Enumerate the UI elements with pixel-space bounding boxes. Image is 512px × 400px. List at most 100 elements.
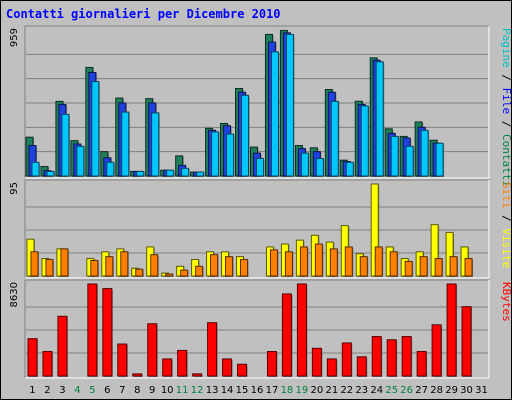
bar-kbytes-23	[356, 356, 368, 377]
bar-siti-6	[105, 256, 114, 277]
bar-kbytes-13	[207, 322, 218, 377]
x-tick-label: 14	[221, 385, 234, 396]
bar-kbytes-28	[431, 324, 443, 377]
x-tick-label: 15	[236, 385, 249, 396]
legend-entry: Contatti	[500, 134, 512, 187]
x-tick-label: 21	[325, 385, 338, 396]
bar-siti-3	[60, 248, 69, 277]
bar-pagine-5	[91, 81, 100, 177]
bar-pagine-26	[405, 145, 415, 177]
legend-entry: /	[500, 68, 512, 88]
bar-siti-2	[45, 259, 54, 277]
x-tick-label: 4	[74, 385, 80, 396]
x-tick-label: 8	[134, 385, 140, 396]
bar-siti-19	[299, 246, 309, 277]
bar-kbytes-1	[27, 338, 38, 377]
bar-pagine-18	[285, 33, 295, 178]
bar-pagine-19	[300, 152, 310, 177]
legend-entry: Siti	[500, 182, 512, 209]
bar-siti-20	[314, 243, 324, 277]
panel-mid: 95 Siti / Visite	[9, 179, 512, 279]
bar-pagine-15	[241, 94, 250, 177]
bar-siti-26	[404, 260, 414, 277]
bar-kbytes-26	[401, 336, 413, 377]
bar-kbytes-6	[102, 288, 113, 377]
x-tick-label: 30	[460, 385, 473, 396]
legend-entry: File	[500, 88, 512, 115]
bar-pagine-14	[226, 133, 235, 177]
bar-pagine-4	[76, 145, 85, 177]
x-tick-label: 9	[149, 385, 155, 396]
legend-entry: Pagine	[500, 28, 512, 68]
legend-entry: /	[500, 209, 512, 229]
bar-kbytes-7	[117, 343, 128, 377]
bar-siti-18	[284, 251, 294, 277]
bar-pagine-16	[256, 157, 265, 177]
bar-pagine-9	[151, 112, 160, 177]
bar-kbytes-10	[162, 358, 173, 377]
bar-pagine-6	[106, 161, 115, 177]
bar-siti-17	[269, 249, 279, 277]
bar-siti-28	[434, 258, 444, 277]
x-tick-label: 13	[206, 385, 219, 396]
bar-siti-23	[359, 256, 369, 277]
x-tick-label: 22	[340, 385, 353, 396]
bar-pagine-24	[375, 61, 385, 178]
bar-kbytes-5	[87, 283, 98, 377]
bar-pagine-12	[196, 171, 205, 177]
bar-pagine-3	[61, 113, 70, 177]
bar-siti-12	[195, 265, 204, 277]
x-tick-label: 6	[104, 385, 110, 396]
bar-kbytes-22	[341, 342, 353, 377]
x-tick-label: 19	[296, 385, 309, 396]
x-tick-label: 28	[430, 385, 443, 396]
bar-pagine-8	[136, 170, 145, 177]
bar-pagine-20	[315, 157, 325, 177]
panels-layer: 959 Pagine / File / Contatti 95 Siti / Visi…	[9, 25, 512, 379]
bar-kbytes-20	[311, 347, 323, 377]
bar-siti-5	[90, 260, 99, 277]
y-max-label: 95	[9, 182, 20, 195]
bar-siti-24	[374, 246, 384, 277]
bar-pagine-21	[330, 100, 340, 177]
bar-pagine-27	[420, 129, 430, 177]
bar-siti-13	[210, 254, 219, 277]
bar-kbytes-9	[147, 323, 158, 377]
x-tick-label: 7	[119, 385, 125, 396]
bar-kbytes-30	[461, 306, 473, 377]
bar-siti-15	[240, 259, 249, 277]
x-tick-label: 17	[266, 385, 279, 396]
legend: Pagine / File / Contatti	[500, 28, 512, 187]
x-tick-label: 1	[29, 385, 35, 396]
x-tick-label: 29	[445, 385, 458, 396]
bar-siti-11	[180, 269, 189, 277]
legend-entry: Visite	[500, 228, 512, 268]
x-tick-label: 31	[475, 385, 488, 396]
y-max-label: 8630	[9, 282, 20, 307]
legend-entry: /	[500, 114, 512, 134]
bar-siti-25	[389, 251, 399, 277]
panel-top: 959 Pagine / File / Contatti	[9, 25, 512, 187]
x-tick-label: 26	[400, 385, 413, 396]
bar-pagine-28	[435, 142, 445, 177]
bar-kbytes-3	[57, 315, 68, 377]
y-max-label: 959	[9, 28, 20, 47]
bar-siti-7	[120, 251, 129, 277]
bar-kbytes-8	[132, 373, 143, 377]
legend-entry: KBytes	[500, 282, 512, 322]
bar-pagine-2	[46, 170, 55, 177]
bar-siti-1	[30, 251, 39, 277]
legend: Siti / Visite	[500, 182, 512, 268]
bar-siti-9	[150, 254, 159, 277]
x-tick-label: 5	[89, 385, 95, 396]
bar-pagine-7	[121, 111, 130, 177]
chart-title: Contatti giornalieri per Dicembre 2010	[6, 7, 281, 21]
bar-siti-30	[464, 258, 474, 277]
x-tick-label: 23	[355, 385, 368, 396]
bar-kbytes-15	[237, 363, 248, 377]
bar-pagine-17	[270, 51, 280, 177]
bar-kbytes-18	[281, 293, 293, 377]
bar-pagine-23	[360, 105, 370, 177]
bar-siti-8	[135, 268, 144, 277]
x-tick-label: 12	[191, 385, 204, 396]
